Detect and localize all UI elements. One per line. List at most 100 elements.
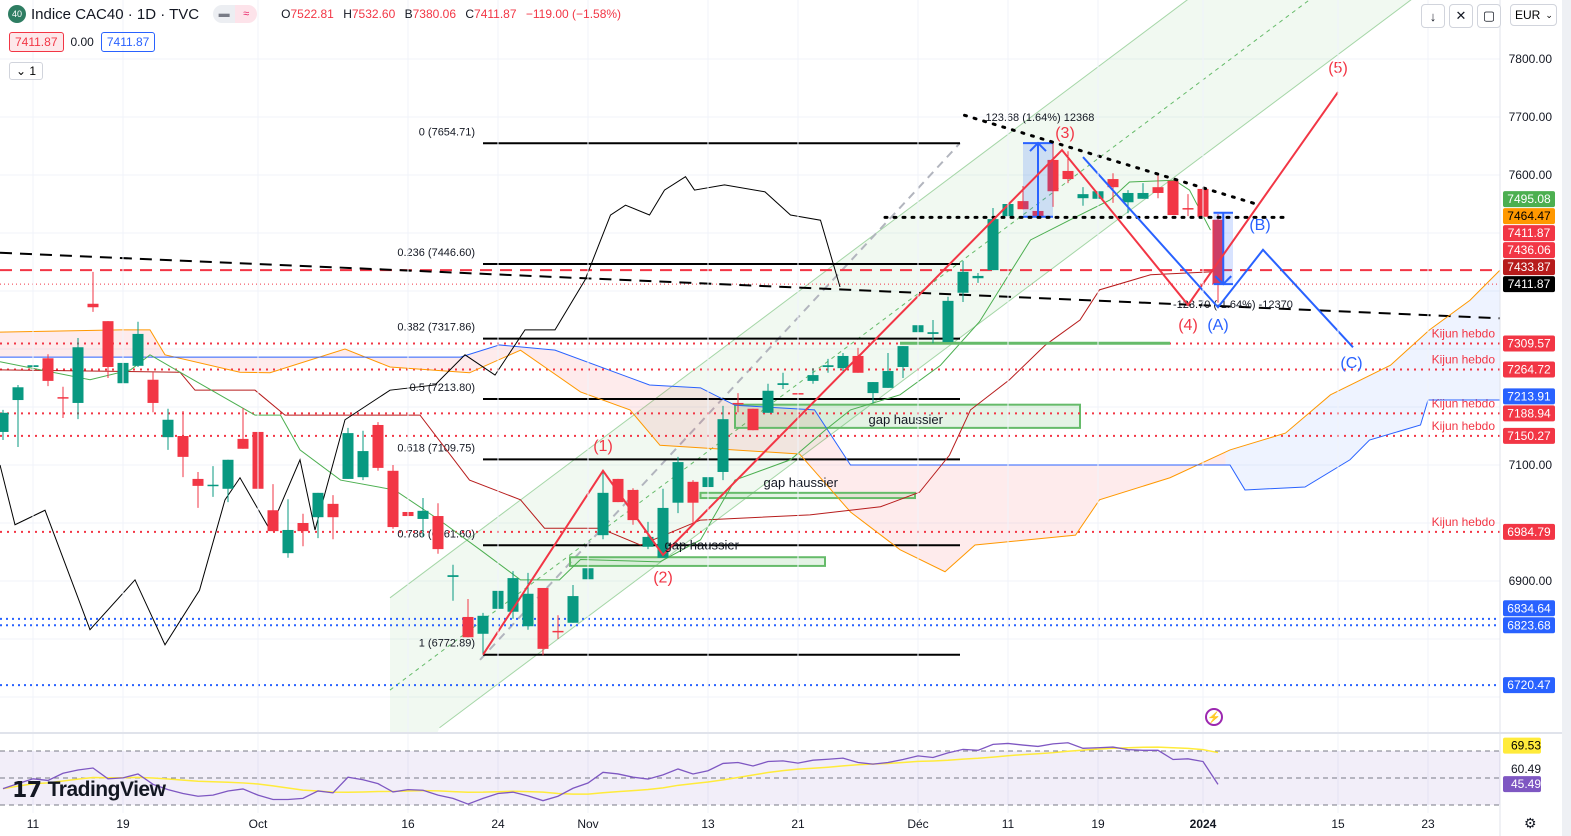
candle (372, 422, 384, 471)
price-axis-badge (1503, 259, 1555, 276)
candle-body (462, 616, 474, 638)
wave-icon[interactable]: ≈ (235, 5, 258, 23)
elliott-correction-wave (1082, 156, 1354, 348)
price-pane: 0 (7654.71) 0.236 (7446.60) 0.382 (7317.86… (0, 0, 1500, 733)
candle-body (147, 379, 159, 403)
price-axis-badge (1503, 208, 1555, 225)
candle-body (552, 630, 564, 633)
candle-body (777, 383, 789, 385)
candle (282, 499, 294, 558)
candle-body (507, 578, 519, 612)
time-tick-label: 11 (27, 817, 40, 831)
candle-body (0, 412, 9, 432)
arrow-down-icon[interactable]: ↓ (1421, 4, 1445, 28)
buy-button[interactable]: 7411.87 (100, 32, 156, 52)
fib-level-label: 0.618 (7109.75) (397, 442, 475, 454)
right-scrollbar (1562, 0, 1571, 836)
candle-body (1167, 180, 1179, 216)
candle-body (267, 510, 279, 532)
bid-ask-row: 7411.87 0.00 7411.87 (9, 32, 156, 52)
price-tick-label: 6900.00 (1509, 574, 1553, 588)
symbol-title[interactable]: Indice CAC40 · 1D · TVC (31, 5, 200, 23)
candle (1167, 180, 1179, 216)
candle (537, 587, 549, 656)
tv-logo-icon: 𝟭𝟳 (12, 777, 42, 802)
candle (507, 571, 519, 619)
kijun-hebdo-label: Kijun hebdo (1432, 352, 1496, 366)
kijun-hebdo-label: Kijun hebdo (1432, 515, 1496, 529)
fib-level-label: 0.5 (7213.80) (410, 382, 475, 394)
price-axis-badge-label: 7433.87 (1507, 260, 1551, 274)
price-tick-label: 7600.00 (1509, 168, 1553, 182)
minus-icon[interactable]: ▬ (213, 5, 236, 23)
candle-body (387, 470, 399, 528)
candle (567, 585, 579, 623)
price-axis-badge (1503, 191, 1555, 208)
candle (627, 488, 639, 525)
candle (162, 408, 174, 450)
candle (1107, 173, 1119, 203)
candle (1182, 194, 1194, 217)
lightning-icon[interactable]: ⚡ (1205, 708, 1223, 726)
candle-body (87, 303, 99, 308)
channel-lower-line (439, 0, 1412, 729)
candle (1122, 190, 1134, 214)
ohlc-values: O7522.81 H7532.60 B7380.06 C7411.87 −119… (275, 7, 621, 21)
candle (942, 296, 954, 343)
candle (1077, 187, 1089, 206)
candle-body (672, 462, 684, 503)
candle-body (807, 375, 819, 381)
legend-toggles[interactable]: ▬ ≈ (213, 5, 258, 23)
price-axis-badge-label: 7411.87 (1508, 226, 1551, 240)
candle-body (372, 424, 384, 468)
candle-body (432, 516, 444, 550)
price-axis-badge-label: 7213.91 (1507, 389, 1551, 403)
candle-body (852, 355, 864, 373)
indicators-collapse-button[interactable]: ⌄ 1 (9, 62, 44, 80)
fullscreen-icon[interactable]: ▢ (1477, 4, 1501, 28)
wave-label: (2) (653, 570, 673, 587)
candle (1137, 183, 1149, 199)
price-axis-badge-label: 7264.72 (1507, 362, 1551, 376)
tradingview-logo[interactable]: 𝟭𝟳 TradingView (12, 777, 166, 803)
candle (1212, 214, 1224, 303)
gap-label: gap haussier (869, 412, 944, 427)
time-tick-label: 19 (1091, 817, 1105, 831)
price-axis-badge (1503, 388, 1555, 405)
candle-body (1122, 192, 1134, 203)
currency-select[interactable]: EUR ⌄ (1510, 4, 1557, 26)
candle-body (12, 387, 24, 401)
candle (687, 480, 699, 525)
sell-button[interactable]: 7411.87 (9, 32, 64, 52)
candle (42, 354, 54, 387)
candle (297, 513, 309, 547)
rsi-axis-label: 45.49 (1511, 777, 1541, 791)
candle (132, 321, 144, 367)
candle (552, 615, 564, 639)
time-tick-label: Oct (249, 817, 268, 831)
collapse-icon[interactable]: ✕ (1449, 4, 1473, 28)
candle-body (957, 271, 969, 293)
candle (747, 408, 759, 431)
price-axis-badge (1503, 405, 1555, 422)
rsi-axis-badge (1503, 776, 1541, 793)
price-axis-badge (1503, 335, 1555, 352)
time-tick-label: Nov (577, 817, 598, 831)
candle (462, 598, 474, 638)
settings-gear-icon[interactable]: ⚙ (1524, 815, 1537, 831)
candle (342, 427, 354, 479)
price-axis-badge (1503, 677, 1555, 694)
price-axis-badge-label: 6823.68 (1507, 618, 1551, 632)
price-axis-badge (1503, 427, 1555, 444)
elliott-impulse-wave (482, 91, 1339, 656)
candle (387, 465, 399, 529)
time-tick-label: 13 (701, 817, 715, 831)
price-axis-badge-label: 7188.94 (1507, 406, 1551, 420)
time-tick-label: 21 (791, 817, 805, 831)
candle-body (1077, 194, 1089, 199)
candle-body (882, 371, 894, 388)
candle (852, 347, 864, 373)
channel-upper-line (389, 0, 1188, 599)
time-tick-label: 2024 (1190, 817, 1217, 831)
